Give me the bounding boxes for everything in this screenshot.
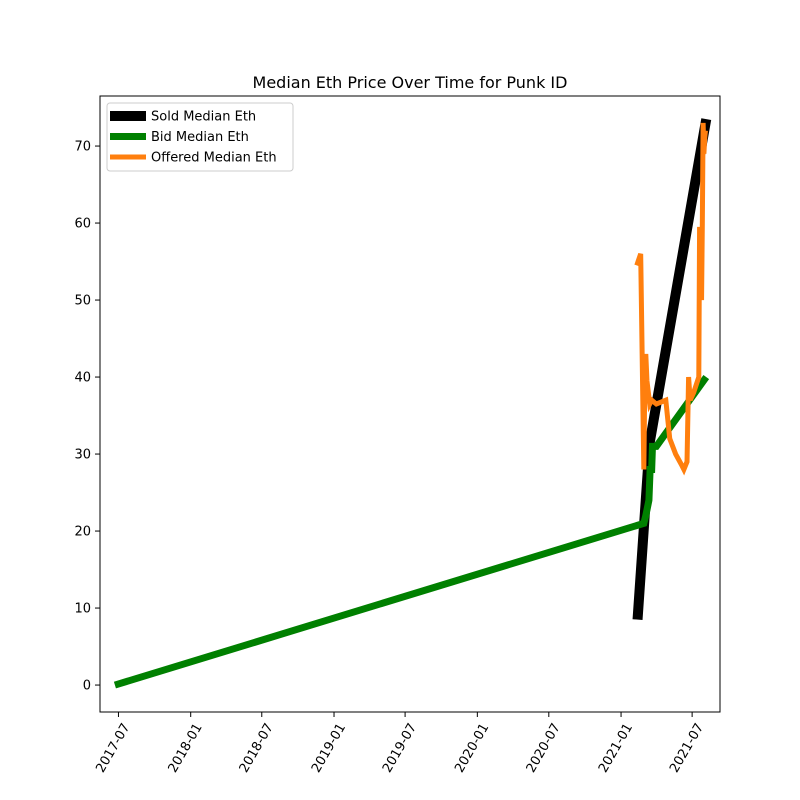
y-tick-label: 60 — [74, 217, 91, 232]
y-tick-label: 30 — [74, 448, 91, 463]
legend-label-sold-median-eth: Sold Median Eth — [151, 110, 256, 125]
legend-label-offered-median-eth: Offered Median Eth — [151, 151, 277, 166]
legend-label-bid-median-eth: Bid Median Eth — [151, 130, 249, 145]
plot-frame — [99, 95, 721, 713]
y-tick-label: 10 — [74, 602, 91, 617]
series-line-bid-median-eth — [113, 375, 710, 689]
series-line-sold-median-eth — [632, 118, 712, 620]
y-tick-label: 40 — [74, 371, 91, 386]
series-line-offered-median-eth — [634, 122, 708, 476]
chart-title: Median Eth Price Over Time for Punk ID — [253, 73, 568, 92]
y-tick-label: 20 — [74, 525, 91, 540]
y-tick-label: 70 — [74, 140, 91, 155]
y-tick-label: 50 — [74, 294, 91, 309]
legend-box — [106, 102, 294, 172]
y-tick-label: 0 — [83, 679, 91, 694]
plot-lines — [113, 118, 712, 689]
legend: Sold Median Eth Bid Median Eth Offered Med… — [106, 102, 294, 172]
y-axis: 0 10 20 30 40 50 60 70 — [74, 140, 100, 694]
